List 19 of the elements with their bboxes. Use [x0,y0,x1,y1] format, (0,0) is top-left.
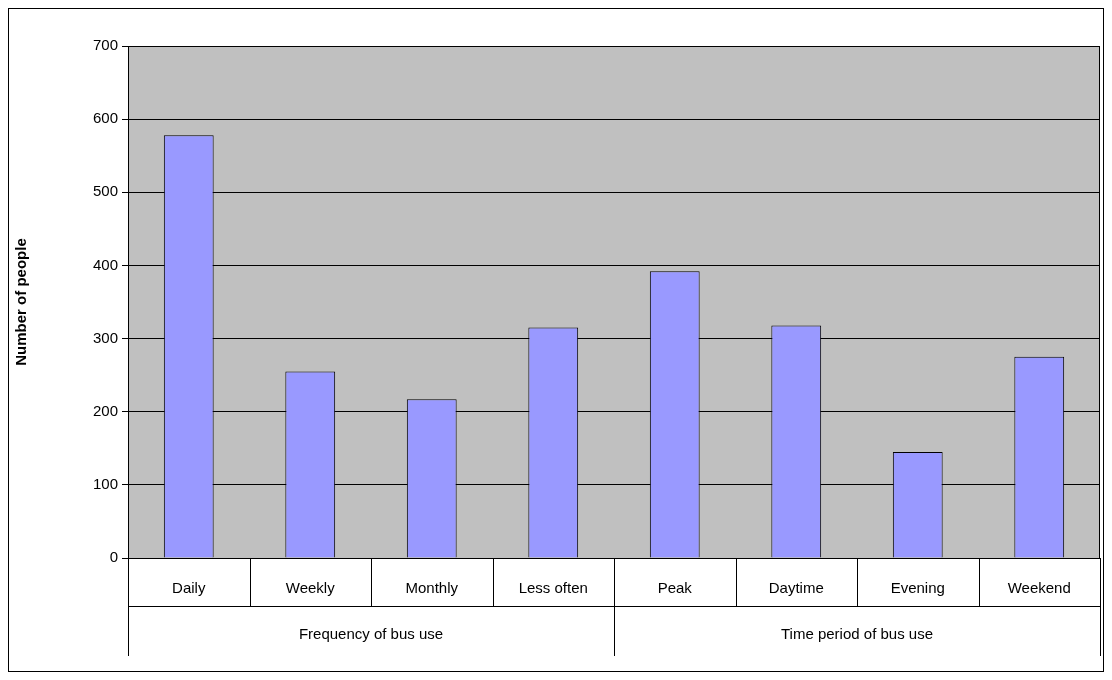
x-tick-label: Daily [172,579,206,597]
y-tick-label: 400 [92,255,118,273]
x-tick-label: Peak [657,579,693,597]
x-tick-label: Weekly [285,579,336,597]
x-tick-label: Evening [890,579,945,597]
y-tick-label: 500 [92,182,118,200]
y-tick-label: 700 [92,36,118,54]
y-tick-label: 600 [92,109,118,127]
x-tick-label: Less often [518,579,588,597]
text: Frequency of bus use [298,625,444,643]
y-tick-label: 100 [92,475,118,492]
y-tick-label: 0 [109,548,118,566]
y-tick-label: 300 [92,328,118,346]
y-tick-label: 200 [92,401,118,419]
x-tick-label: Monthly [405,579,459,597]
x-tick-label: Daytime [768,579,824,597]
text: Time period of bus use [780,625,934,643]
x-tick-label: Weekend [1007,579,1071,597]
y-axis-title: Number of people [12,238,30,366]
